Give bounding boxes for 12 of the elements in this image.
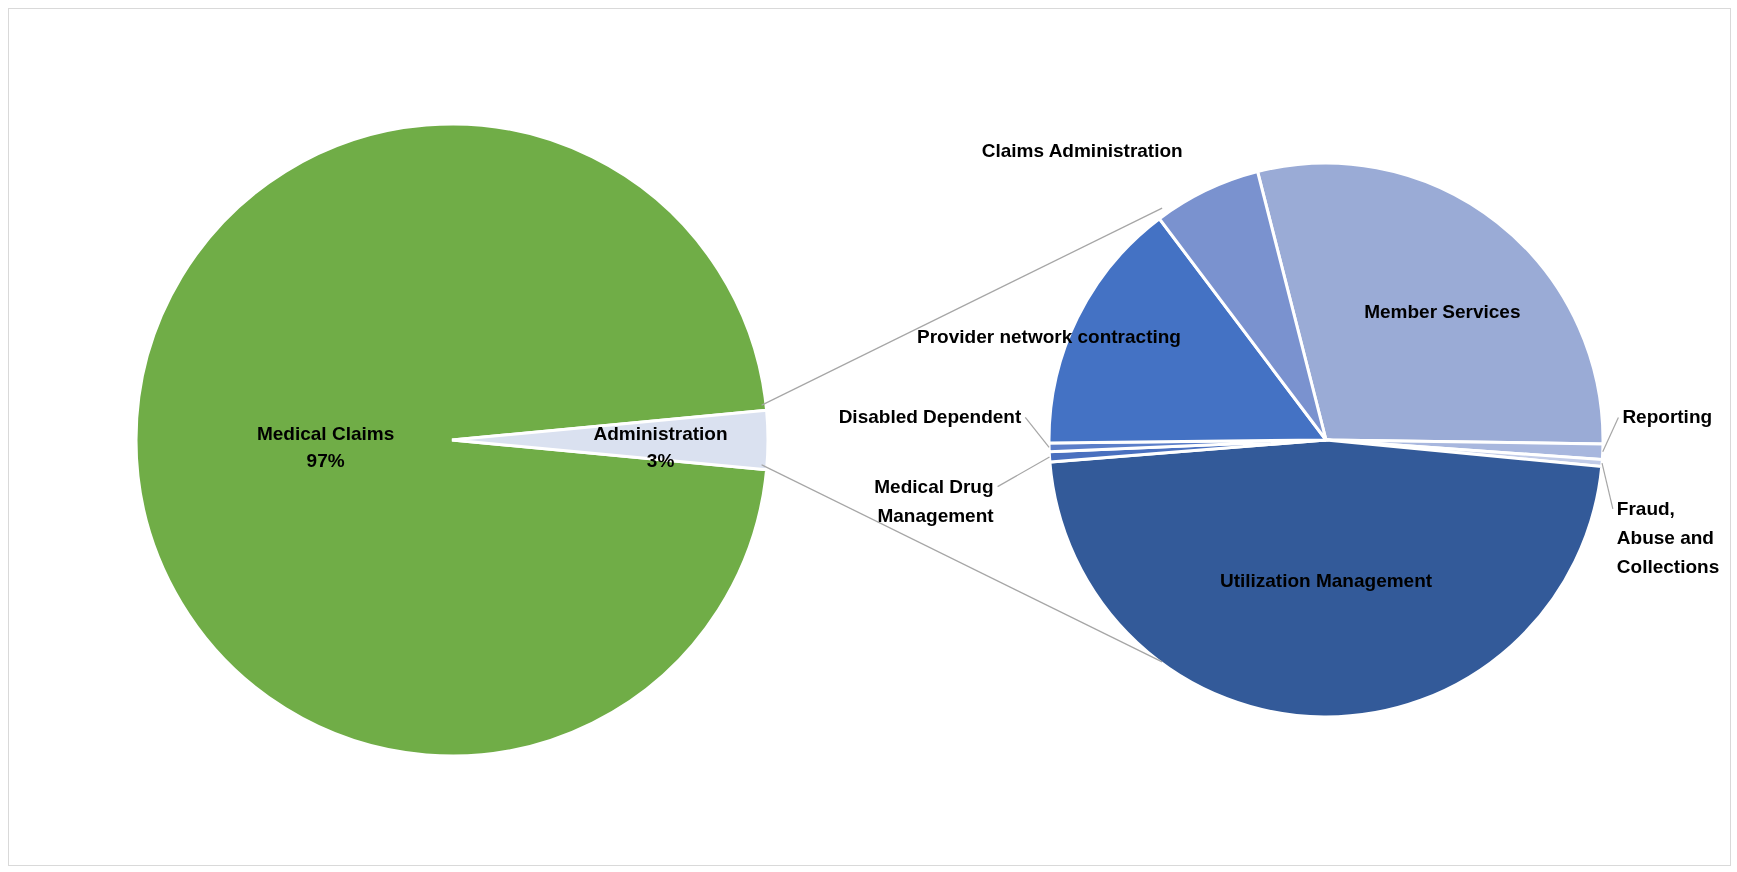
- slice-label: Utilization Management: [1219, 569, 1433, 591]
- slice-label: Medical Drug Management: [874, 475, 995, 526]
- slice-label: Provider network contracting: [917, 326, 1181, 348]
- slice-label: Claims Administration: [981, 140, 1183, 162]
- slice-label: Administration: [593, 423, 728, 444]
- slice-label: Reporting: [1622, 406, 1713, 428]
- slice-label: Member Services: [1364, 301, 1521, 323]
- data-label: 97%: [306, 450, 345, 471]
- slice-label: Medical Claims: [256, 423, 395, 444]
- slice-label: Disabled Dependent: [838, 406, 1022, 428]
- slice-label: Fraud, Abuse and Collections: [1616, 497, 1720, 577]
- pie-slice: [135, 122, 769, 758]
